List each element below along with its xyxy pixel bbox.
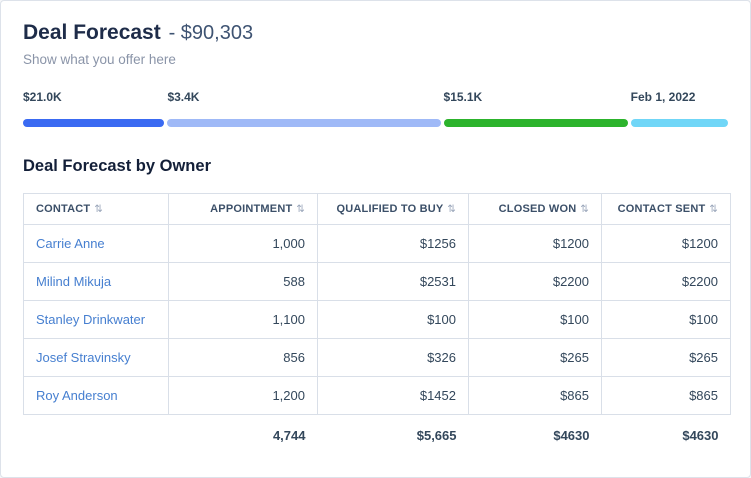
sort-icon[interactable]: ⇅ [709,204,718,215]
forecast-table: CONTACT ⇅ APPOINTMENT ⇅ QUALIFIED TO BUY ⇅ … [23,193,731,456]
title-amount: - $90,303 [168,22,254,44]
contact-link[interactable]: Stanley Drinkwater [36,312,146,327]
total-contact-sent: $4630 [682,428,719,443]
column-header-label: APPOINTMENT [210,203,293,215]
totals-row: 4,744 $5,665 $4630 $4630 [24,415,731,457]
cell-closed-won: $265 [468,338,602,377]
cell-qualified-to-buy: $2531 [317,262,469,301]
total-closed-won: $4630 [553,428,590,443]
cell-contact: Carrie Anne [23,224,169,263]
page-title: Deal Forecast - $90,303 [23,20,728,46]
table-row: Carrie Anne 1,000 $1256 $1200 $1200 [23,224,731,263]
cell-closed-won: $1200 [468,224,602,263]
cell-contact: Stanley Drinkwater [23,300,169,339]
cell-qualified-to-buy: $326 [317,338,469,377]
progress-segment: $3.4K [167,90,441,127]
column-header-label: CLOSED WON [498,203,577,215]
segment-label: $21.0K [23,90,62,104]
cell-contact-sent: $100 [601,300,731,339]
table-row: Roy Anderson 1,200 $1452 $865 $865 [23,376,731,415]
sort-icon[interactable]: ⇅ [447,204,456,215]
column-header-label: CONTACT SENT [617,203,706,215]
header-row: CONTACT ⇅ APPOINTMENT ⇅ QUALIFIED TO BUY ⇅ … [23,193,731,225]
cell-appointment: 588 [168,262,318,301]
cell-qualified-to-buy: $100 [317,300,469,339]
title-text: Deal Forecast [23,21,161,44]
segment-label: $3.4K [167,90,200,104]
column-header-label: CONTACT [36,203,91,215]
cell-contact-sent: $265 [601,338,731,377]
cell-contact: Josef Stravinsky [23,338,169,377]
column-header-label: QUALIFIED TO BUY [336,203,444,215]
segment-bar [630,119,728,127]
cell-closed-won: $100 [468,300,602,339]
cell-closed-won: $2200 [468,262,602,301]
total-appointment: 4,744 [272,428,306,443]
contact-link[interactable]: Carrie Anne [36,236,105,251]
cell-appointment: 1,100 [168,300,318,339]
cell-appointment: 1,200 [168,376,318,415]
column-header-closed-won[interactable]: CLOSED WON ⇅ [468,193,602,225]
sort-icon[interactable]: ⇅ [580,204,589,215]
sort-icon[interactable]: ⇅ [296,204,305,215]
table-row: Stanley Drinkwater 1,100 $100 $100 $100 [23,300,731,339]
sort-icon[interactable]: ⇅ [94,204,103,215]
column-header-contact[interactable]: CONTACT ⇅ [23,193,169,225]
contact-link[interactable]: Milind Mikuja [36,274,112,289]
cell-contact-sent: $865 [601,376,731,415]
totals-empty-cell [24,415,169,457]
table-row: Milind Mikuja 588 $2531 $2200 $2200 [23,262,731,301]
progress-segment: $21.0K [23,90,165,127]
column-header-appointment[interactable]: APPOINTMENT ⇅ [168,193,318,225]
forecast-progress-bar: $21.0K $3.4K $15.1K Feb 1, 2022 [1,90,750,127]
section-title: Deal Forecast by Owner [23,157,211,175]
contact-link[interactable]: Josef Stravinsky [36,350,131,365]
progress-segment: $15.1K [443,90,628,127]
total-qualified-to-buy: $5,665 [416,428,457,443]
subtitle: Show what you offer here [23,52,176,67]
cell-qualified-to-buy: $1452 [317,376,469,415]
cell-contact-sent: $1200 [601,224,731,263]
cell-contact: Milind Mikuja [23,262,169,301]
cell-contact: Roy Anderson [23,376,169,415]
cell-appointment: 856 [168,338,318,377]
table-row: Josef Stravinsky 856 $326 $265 $265 [23,338,731,377]
segment-label: $15.1K [443,90,483,104]
cell-qualified-to-buy: $1256 [317,224,469,263]
segment-bar [23,119,165,127]
segment-bar [167,119,441,127]
cell-closed-won: $865 [468,376,602,415]
segment-label: Feb 1, 2022 [630,90,696,104]
contact-link[interactable]: Roy Anderson [36,388,118,403]
progress-segment: Feb 1, 2022 [630,90,728,127]
segment-bar [443,119,628,127]
table-wrap: CONTACT ⇅ APPOINTMENT ⇅ QUALIFIED TO BUY ⇅ … [1,193,750,456]
cell-appointment: 1,000 [168,224,318,263]
column-header-contact-sent[interactable]: CONTACT SENT ⇅ [601,193,731,225]
column-header-qualified-to-buy[interactable]: QUALIFIED TO BUY ⇅ [317,193,469,225]
cell-contact-sent: $2200 [601,262,731,301]
header: Deal Forecast - $90,303 Show what you of… [1,1,750,67]
